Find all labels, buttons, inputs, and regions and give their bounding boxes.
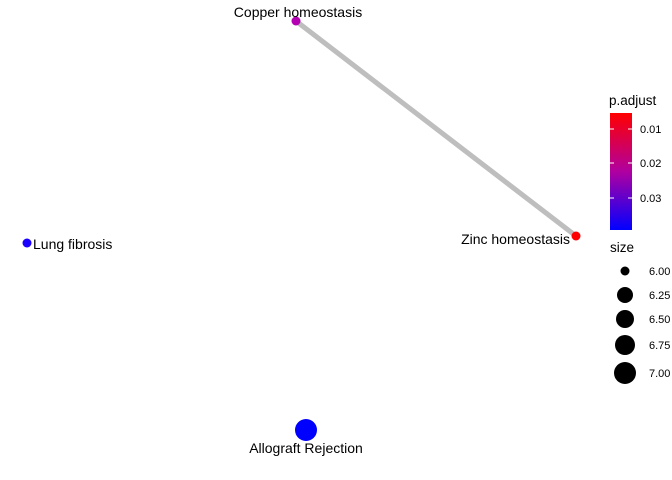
node-label-allograft: Allograft Rejection [249, 440, 363, 456]
size-legend-tick: 7.00 [649, 368, 670, 380]
size-legend-tick: 6.00 [649, 266, 670, 278]
color-legend-tick: 0.01 [640, 124, 661, 136]
size-legend-key [617, 287, 633, 303]
size-legend-title: size [610, 240, 634, 255]
color-legend-gradient [610, 113, 632, 230]
size-legend-key [620, 266, 630, 276]
size-legend: size 6.00 6.25 6.50 6.75 7.00 [610, 240, 670, 384]
color-legend-title: p.adjust [609, 93, 657, 108]
color-legend-tick: 0.03 [640, 193, 661, 205]
node-zinc-homeostasis [571, 231, 581, 241]
size-legend-tick: 6.25 [649, 290, 670, 302]
node-allograft-rejection [295, 419, 317, 441]
color-legend-tick: 0.02 [640, 158, 661, 170]
node-label-zinc: Zinc homeostasis [461, 231, 570, 247]
node-label-copper: Copper homeostasis [234, 4, 362, 20]
size-legend-key [615, 335, 635, 355]
node-copper-homeostasis [291, 16, 301, 26]
node-label-lung: Lung fibrosis [33, 236, 112, 252]
size-legend-key [616, 310, 634, 328]
size-legend-key [614, 362, 636, 384]
color-legend: p.adjust 0.01 0.02 0.03 [609, 93, 661, 230]
size-legend-tick: 6.50 [649, 314, 670, 326]
size-legend-tick: 6.75 [649, 340, 670, 352]
node-lung-fibrosis [22, 238, 32, 248]
edge-copper-zinc [293, 18, 579, 239]
